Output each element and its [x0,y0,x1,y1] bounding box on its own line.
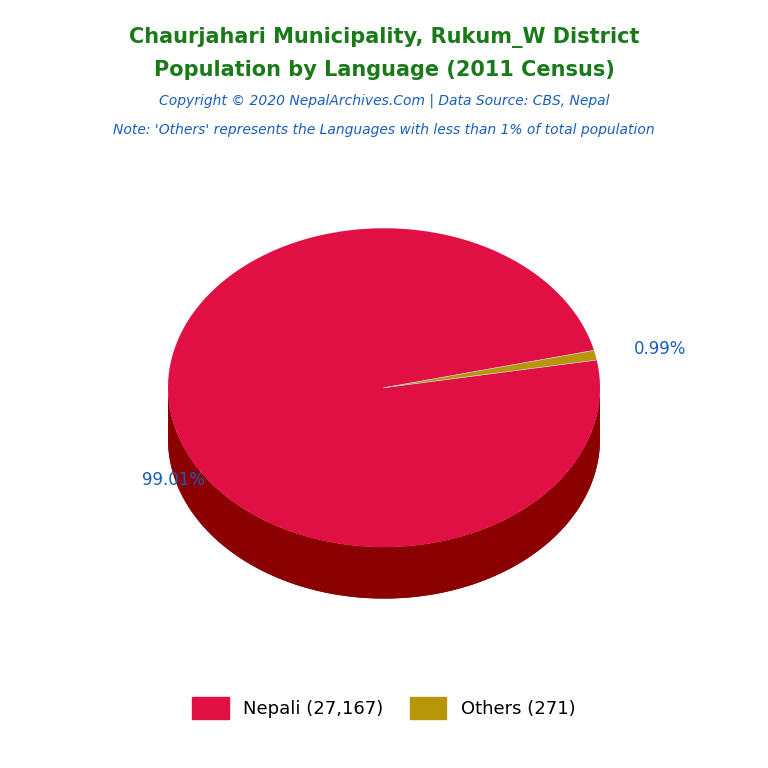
Polygon shape [384,350,597,388]
Text: Population by Language (2011 Census): Population by Language (2011 Census) [154,60,614,80]
Polygon shape [168,388,600,598]
Text: Note: 'Others' represents the Languages with less than 1% of total population: Note: 'Others' represents the Languages … [113,123,655,137]
Legend: Nepali (27,167), Others (271): Nepali (27,167), Others (271) [185,690,583,727]
Polygon shape [168,228,600,547]
Text: 99.01%: 99.01% [142,472,205,489]
Text: 0.99%: 0.99% [634,340,686,359]
Text: Copyright © 2020 NepalArchives.Com | Data Source: CBS, Nepal: Copyright © 2020 NepalArchives.Com | Dat… [159,94,609,108]
Text: Chaurjahari Municipality, Rukum_W District: Chaurjahari Municipality, Rukum_W Distri… [129,27,639,48]
Polygon shape [168,388,600,598]
